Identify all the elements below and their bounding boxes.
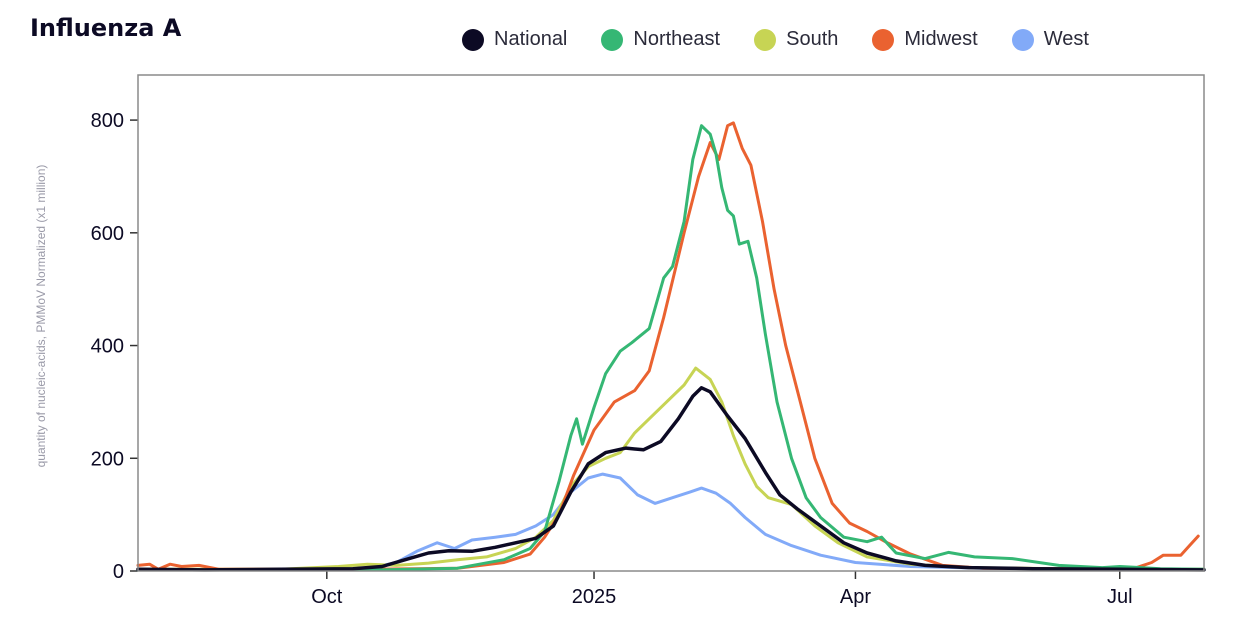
legend-swatch-national bbox=[462, 28, 484, 51]
x-tick-label: Oct bbox=[311, 586, 343, 608]
legend-item-northeast[interactable]: Northeast bbox=[601, 28, 720, 51]
y-tick-label: 200 bbox=[91, 448, 124, 470]
legend-swatch-northeast bbox=[601, 28, 624, 51]
y-axis-label: quantity of nucleic-acids, PMMoV Normali… bbox=[34, 165, 48, 468]
series-lines bbox=[136, 121, 1206, 572]
legend-swatch-west bbox=[1011, 28, 1034, 51]
chart-legend: National Northeast South Midwest West bbox=[462, 28, 1089, 51]
legend-label-national: National bbox=[494, 28, 568, 50]
y-axis: 0 200 400 600 800 bbox=[91, 110, 138, 583]
legend-item-national[interactable]: National bbox=[462, 28, 567, 51]
x-tick-label: Jul bbox=[1107, 586, 1133, 608]
x-tick-label: Apr bbox=[840, 586, 871, 608]
legend-item-midwest[interactable]: Midwest bbox=[872, 28, 978, 51]
legend-item-south[interactable]: South bbox=[754, 28, 838, 51]
legend-label-west: West bbox=[1043, 28, 1089, 50]
y-tick-label: 800 bbox=[91, 110, 124, 132]
legend-swatch-south bbox=[754, 28, 777, 51]
y-tick-label: 600 bbox=[91, 223, 124, 245]
series-line-national[interactable] bbox=[136, 386, 1206, 572]
x-axis: Oct 2025 Apr Jul bbox=[311, 571, 1133, 608]
legend-item-west[interactable]: West bbox=[1011, 28, 1089, 51]
series-line-south[interactable] bbox=[136, 366, 1206, 571]
plot-frame bbox=[137, 74, 1205, 572]
series-line-northeast[interactable] bbox=[136, 124, 1206, 572]
legend-label-northeast: Northeast bbox=[633, 28, 721, 50]
legend-swatch-midwest bbox=[872, 28, 895, 51]
chart-title: Influenza A bbox=[30, 14, 182, 42]
series-line-midwest[interactable] bbox=[136, 121, 1200, 571]
x-tick-label: 2025 bbox=[572, 586, 617, 608]
y-tick-label: 400 bbox=[91, 336, 124, 358]
legend-label-midwest: Midwest bbox=[904, 28, 978, 50]
legend-label-south: South bbox=[786, 28, 839, 50]
series-line-west[interactable] bbox=[136, 472, 1206, 572]
y-tick-label: 0 bbox=[113, 561, 124, 583]
